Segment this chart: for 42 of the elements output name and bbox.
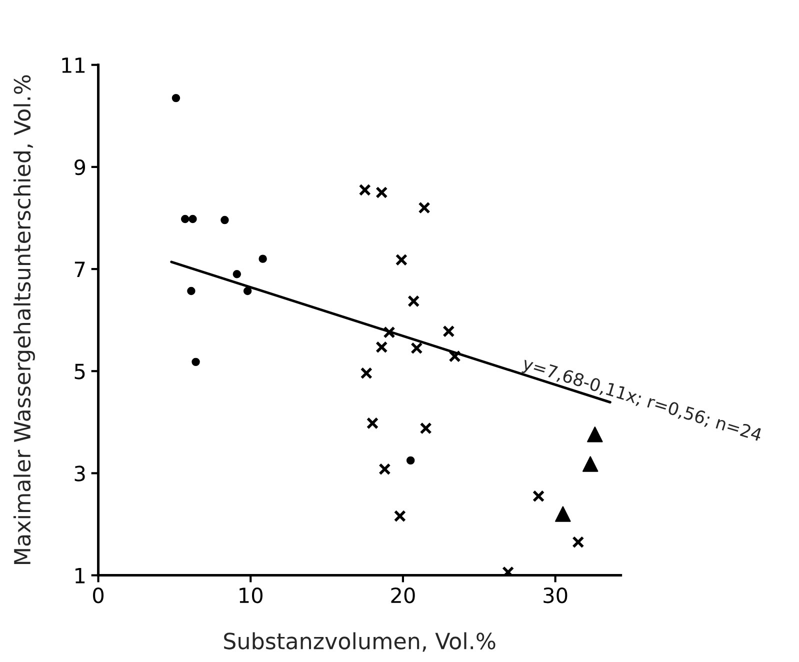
point [395, 254, 408, 266]
point [232, 270, 242, 278]
x-axis-title: Substanzvolumen, Vol.% [224, 632, 496, 652]
point [358, 184, 371, 196]
point [582, 456, 598, 472]
point [420, 422, 432, 434]
point [187, 286, 196, 296]
x-tick-label: 20 [391, 587, 415, 604]
point [394, 510, 406, 522]
y-tick-label: 7 [74, 262, 85, 277]
point [532, 490, 545, 502]
x-tick-label: 0 [93, 587, 104, 604]
point [366, 417, 379, 430]
point [448, 350, 461, 362]
point [383, 326, 396, 338]
y-tick-label: 3 [74, 466, 85, 482]
point [587, 426, 603, 442]
y-tick-label: 9 [74, 159, 86, 176]
y-tick-label: 11 [62, 58, 85, 73]
x-tick-label: 10 [240, 587, 262, 604]
point [376, 186, 388, 199]
point [378, 463, 391, 476]
x-tick-label: 30 [544, 587, 568, 604]
point [172, 94, 180, 102]
point [188, 214, 197, 224]
point [192, 358, 200, 366]
point [408, 295, 420, 308]
point [360, 367, 372, 380]
point [410, 342, 423, 354]
y-axis-title: Maximaler Wassergehaltsunterschied, Vol.% [13, 75, 35, 564]
y-tick-label: 5 [74, 364, 85, 380]
point [555, 506, 571, 522]
point [258, 254, 267, 263]
y-tick-label: 1 [76, 568, 85, 584]
point [572, 536, 584, 548]
point [181, 214, 190, 224]
point [442, 325, 455, 338]
point [220, 216, 229, 224]
point [418, 202, 430, 214]
point [406, 456, 415, 465]
point [243, 286, 252, 296]
point [376, 341, 388, 354]
